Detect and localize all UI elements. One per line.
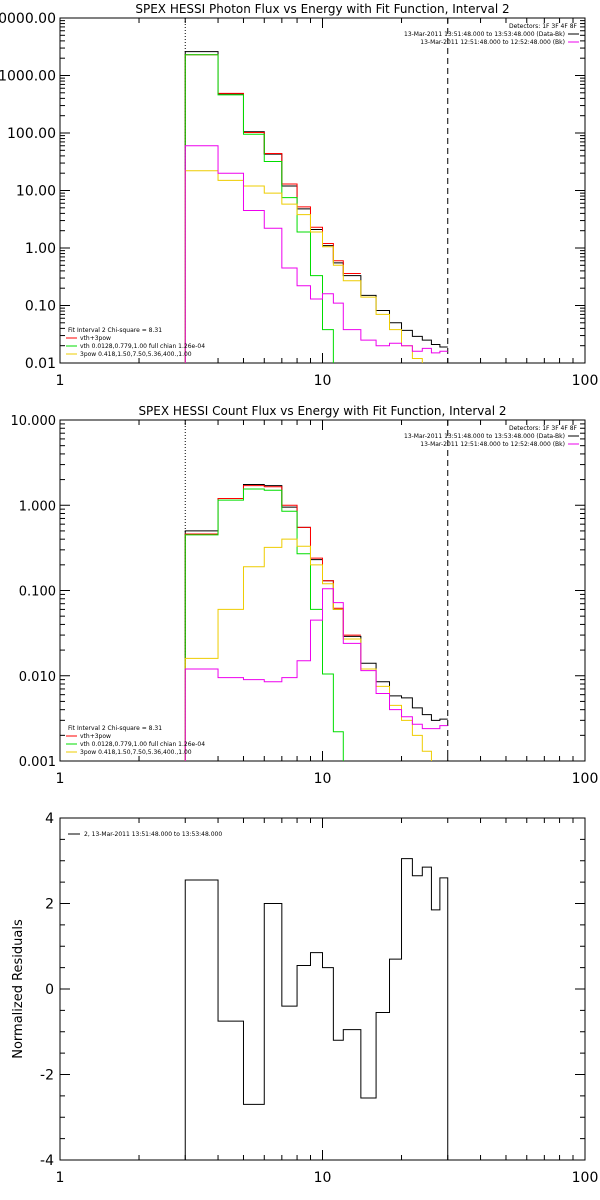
x-tick-label: 1 (56, 373, 65, 389)
legend-entry: Detectors: 1F 3F 4F 8F (509, 425, 578, 432)
y-tick-label: 2 (45, 897, 54, 913)
chart-title: SPEX HESSI Count Flux vs Energy with Fit… (138, 404, 506, 418)
y-axis: -4 -2 0 2 4 (40, 811, 585, 1169)
y-tick-label: 100.00 (7, 126, 56, 142)
x-tick-label: 10 (314, 1170, 332, 1186)
y-tick-label: 10.000 (11, 414, 57, 429)
legend-entry: vth+3pow (80, 335, 111, 342)
x-tick-label: 1 (56, 1170, 65, 1186)
plot-frame (59, 817, 586, 1161)
legend-entry: vth 0.0128,0.779,1.00 full chian 1.26e-0… (80, 741, 205, 748)
legend-entry: vth+3pow (80, 733, 111, 740)
series-5-line (184, 145, 448, 363)
legend-bottom-left: Fit Interval 2 Chi-square = 8.31vth+3pow… (66, 725, 205, 756)
y-tick-label: 0.100 (19, 585, 56, 600)
y-tick-label: 0.01 (25, 356, 56, 372)
series-group (184, 484, 448, 761)
series-3-line (184, 54, 334, 363)
y-tick-label: -2 (40, 1068, 54, 1084)
x-tick-label: 1 (56, 771, 65, 787)
y-tick-label: 0.010 (19, 670, 56, 685)
series-4-line (184, 538, 432, 761)
x-axis: 1 10 100 (56, 818, 599, 1186)
y-tick-label: 0 (45, 982, 54, 998)
x-axis: 1 10 100 (56, 420, 599, 787)
y-tick-label: 1.00 (25, 241, 56, 257)
y-axis: 0.01 0.10 1.00 10.00 100.00 1000.00 10000.00 (0, 11, 585, 372)
panel-3: 1 10 100 -4 -2 0 2 4 Normalized Residuals 2, 13-M… (11, 811, 599, 1186)
x-tick-label: 100 (572, 771, 599, 787)
legend-entry: Fit Interval 2 Chi-square = 8.31 (68, 327, 162, 334)
legend-entry: 3pow 0.418,1.50,7.50,5.36,400.,1.00 (80, 749, 192, 756)
y-tick-label: 0.001 (19, 755, 56, 770)
legend-entry: 13-Mar-2011 12:51:48.000 to 12:52:48.000… (420, 441, 565, 448)
series-5-line (184, 588, 448, 761)
y-axis: 0.001 0.010 0.100 1.000 10.000 (11, 414, 585, 770)
x-tick-label: 10 (314, 771, 332, 787)
chart-title: SPEX HESSI Photon Flux vs Energy with Fi… (135, 2, 509, 16)
legend-entry: Detectors: 1F 3F 4F 8F (509, 23, 578, 30)
legend-entry: vth 0.0128,0.779,1.00 full chian 1.26e-0… (80, 343, 205, 350)
series-4-line (184, 170, 423, 363)
y-axis-label: Normalized Residuals (11, 919, 26, 1059)
panel-1: SPEX HESSI Photon Flux vs Energy with Fi… (0, 2, 599, 389)
y-tick-label: 0.10 (25, 299, 56, 315)
y-tick-label: 4 (45, 811, 54, 827)
legend-entry: 13-Mar-2011 12:51:48.000 to 12:52:48.000… (420, 39, 565, 46)
y-tick-label: -4 (40, 1153, 54, 1169)
series-1-line (184, 858, 449, 1160)
series-2-line (184, 485, 361, 761)
y-tick-label: 1000.00 (0, 69, 56, 85)
legend-entry: Fit Interval 2 Chi-square = 8.31 (68, 725, 162, 732)
legend-entry: 13-Mar-2011 13:51:48.000 to 13:53:48.000… (404, 433, 565, 440)
y-tick-label: 10.00 (16, 184, 56, 200)
legend-top-left: 2, 13-Mar-2011 13:51:48.000 to 13:53:48.… (68, 831, 222, 838)
legend-entry: 13-Mar-2011 13:51:48.000 to 13:53:48.000… (404, 31, 565, 38)
legend-entry: 3pow 0.418,1.50,7.50,5.36,400.,1.00 (80, 351, 192, 358)
series-1-line (184, 484, 448, 761)
x-tick-label: 10 (314, 373, 332, 389)
series-2-line (184, 54, 361, 363)
y-tick-label: 1.000 (19, 499, 56, 514)
x-tick-label: 100 (572, 1170, 599, 1186)
series-group (184, 858, 449, 1160)
series-3-line (184, 488, 344, 761)
legend-bottom-left: Fit Interval 2 Chi-square = 8.31vth+3pow… (66, 327, 205, 358)
x-tick-label: 100 (572, 373, 599, 389)
series-group (184, 51, 448, 363)
y-tick-label: 10000.00 (0, 11, 56, 27)
legend-entry: 2, 13-Mar-2011 13:51:48.000 to 13:53:48.… (84, 831, 222, 838)
panel-2: SPEX HESSI Count Flux vs Energy with Fit… (11, 404, 599, 787)
